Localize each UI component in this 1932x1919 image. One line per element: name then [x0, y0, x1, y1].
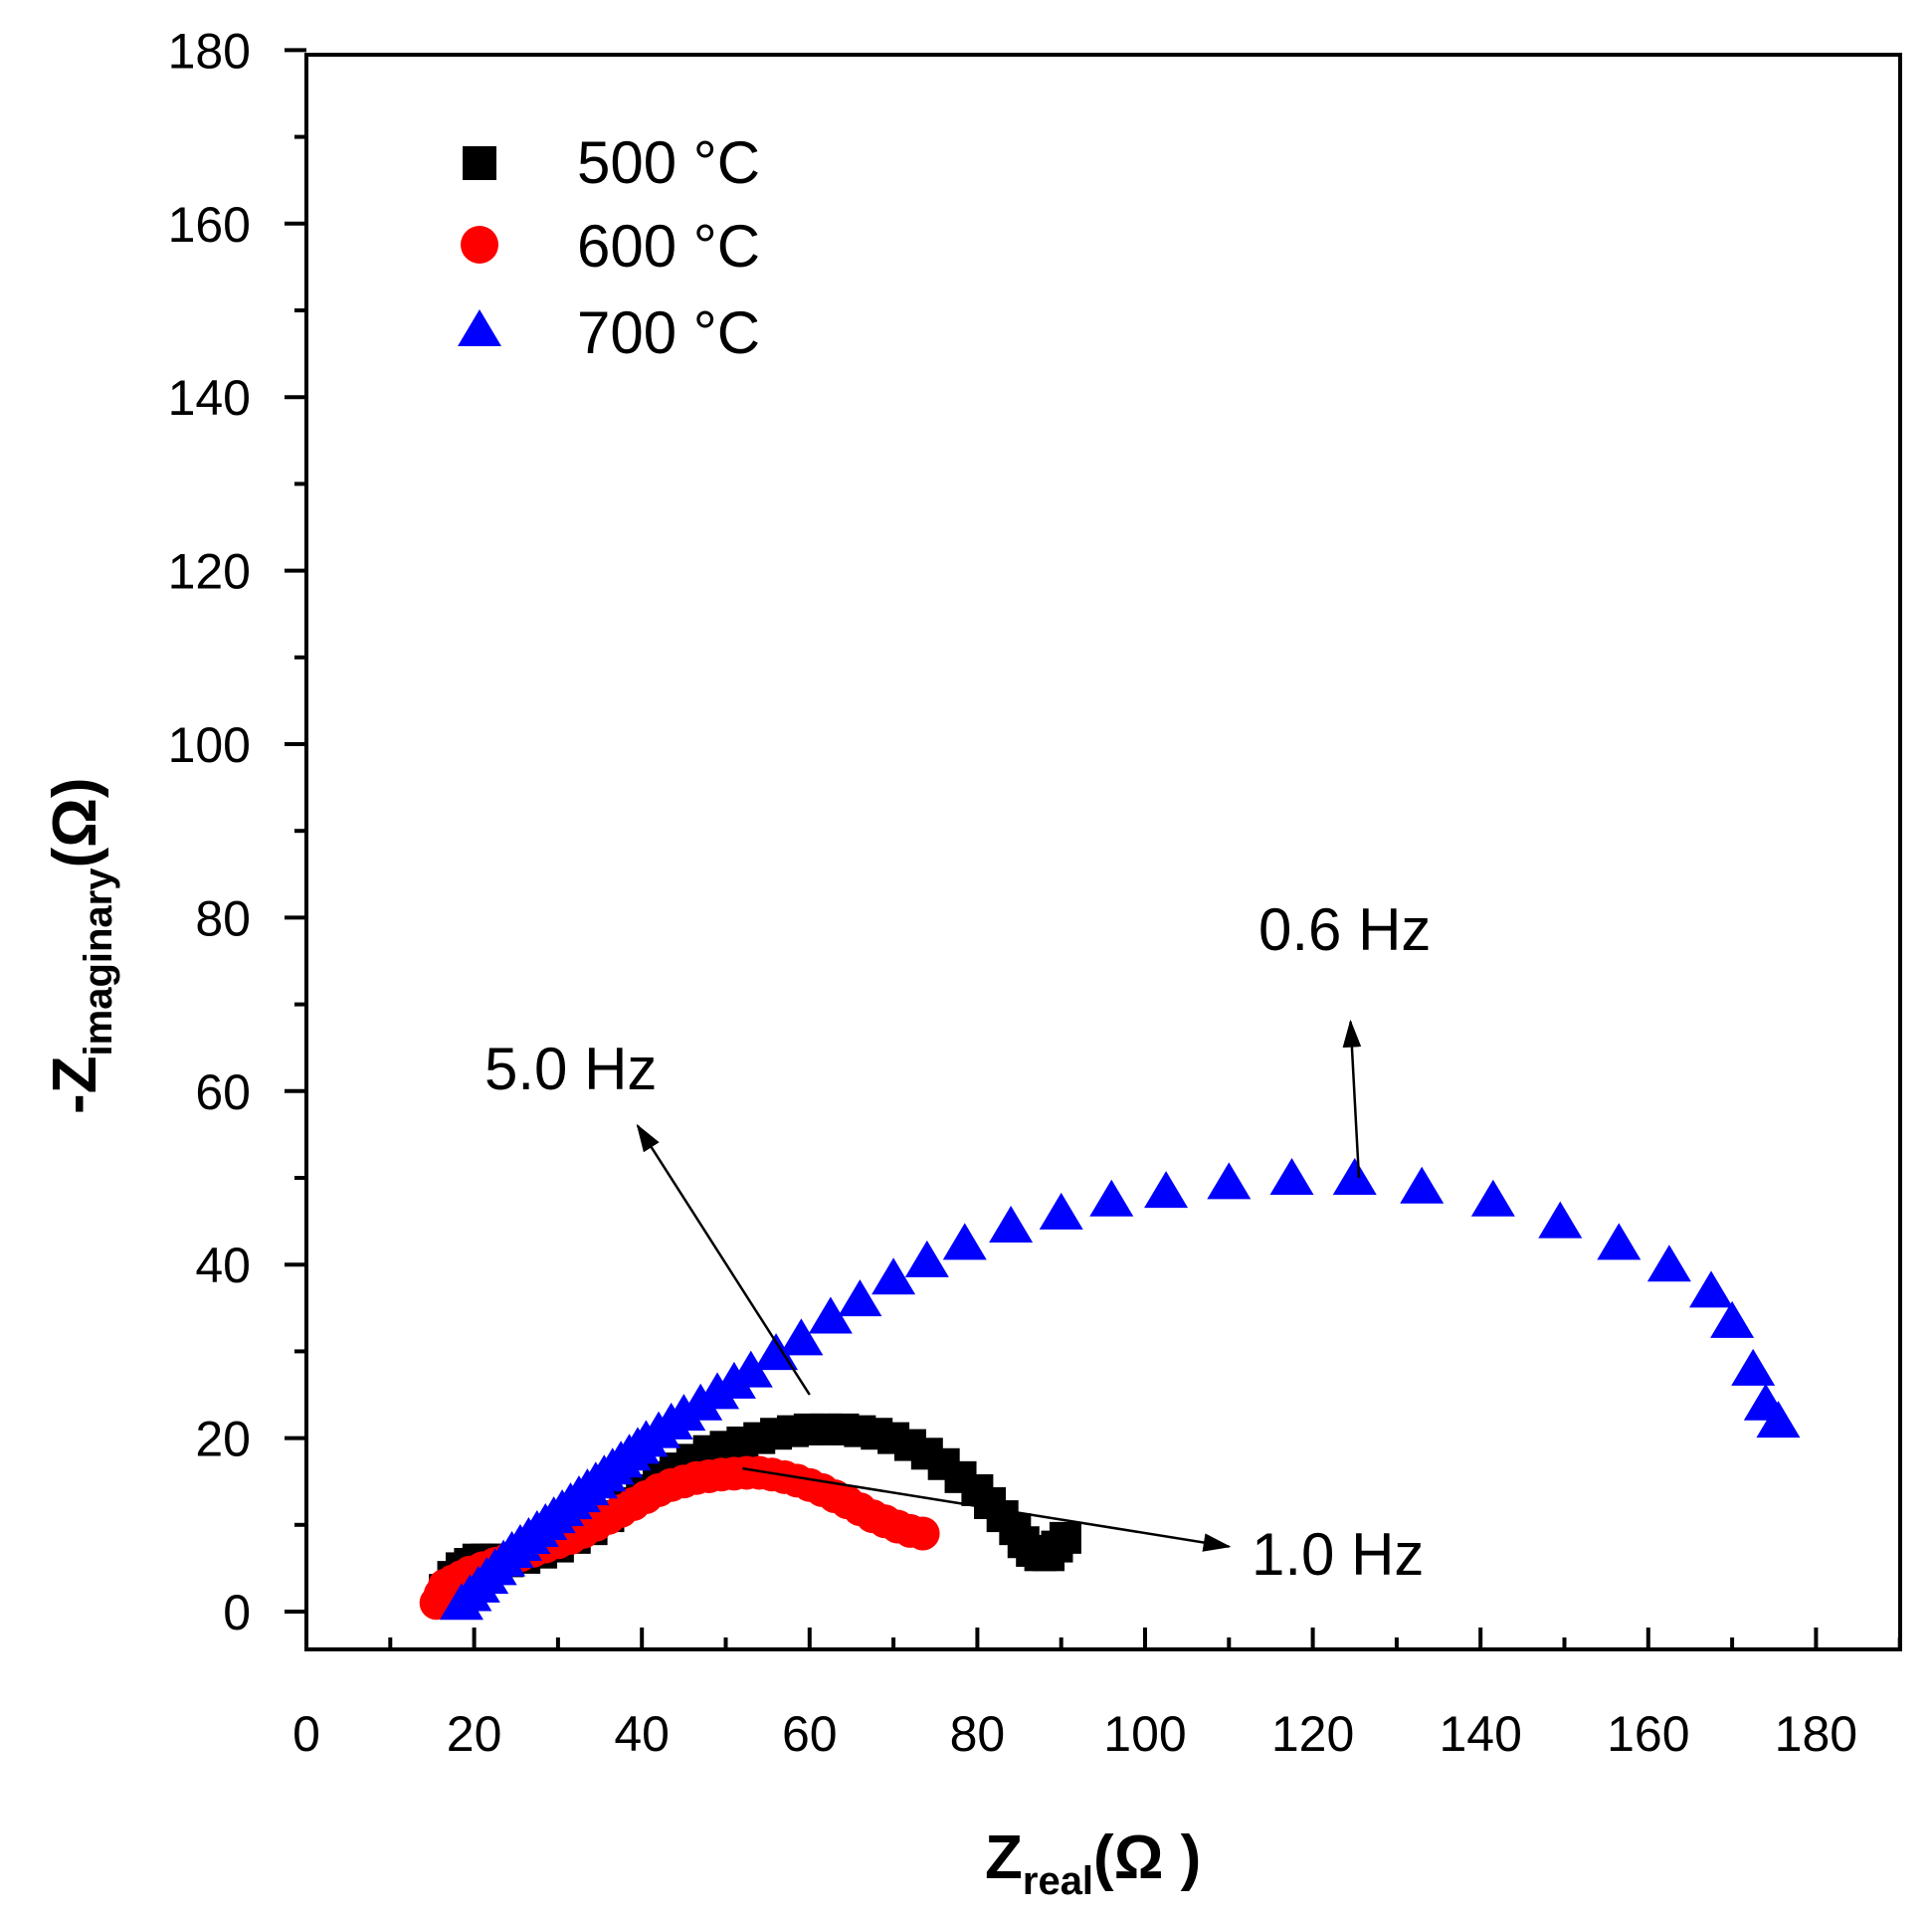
- point-700C: [1538, 1201, 1583, 1239]
- point-700C: [1089, 1179, 1134, 1217]
- point-700C: [989, 1205, 1034, 1243]
- series-triangle: [439, 1158, 1801, 1621]
- point-700C: [728, 1350, 773, 1388]
- y-tick-label: 140: [168, 370, 251, 426]
- legend-label-500: 500 °C: [577, 129, 760, 196]
- x-tick-label: 120: [1271, 1706, 1354, 1762]
- point-700C: [779, 1318, 824, 1356]
- y-tick-label: 100: [168, 717, 251, 773]
- point-700C: [1689, 1270, 1734, 1308]
- annotation-label: 5.0 Hz: [484, 1036, 657, 1102]
- point-700C: [1269, 1158, 1314, 1195]
- annotation-arrow: [1342, 1019, 1362, 1179]
- x-tick-label: 20: [447, 1706, 502, 1762]
- x-tick-label: 140: [1439, 1706, 1521, 1762]
- point-700C: [1207, 1162, 1252, 1200]
- annotation-label: 1.0 Hz: [1252, 1521, 1424, 1588]
- plot-frame: [304, 53, 1902, 1651]
- annotation-label: 0.6 Hz: [1258, 896, 1431, 963]
- annotations: 0.6 Hz 5.0 Hz 1.0 Hz: [484, 896, 1431, 1588]
- y-axis-title: -Zimaginary(Ω): [41, 777, 120, 1114]
- annotation-0: 0.6 Hz: [1258, 896, 1431, 1179]
- series-square: [429, 1413, 1081, 1607]
- point-700C: [1144, 1171, 1189, 1209]
- x-tick-label: 100: [1103, 1706, 1186, 1762]
- point-700C: [1731, 1348, 1776, 1386]
- data-series: [419, 1158, 1801, 1621]
- point-700C: [1710, 1300, 1755, 1338]
- x-tick-label: 160: [1607, 1706, 1689, 1762]
- legend-item-500: 500 °C: [463, 129, 760, 196]
- x-tick-label: 0: [292, 1706, 320, 1762]
- point-700C: [1597, 1223, 1642, 1260]
- y-tick-label: 40: [195, 1238, 251, 1293]
- point-700C: [808, 1296, 853, 1334]
- y-tick-label: 20: [195, 1412, 251, 1467]
- point-700C: [1332, 1158, 1377, 1195]
- legend-marker-circle: [461, 226, 498, 264]
- series-circle: [419, 1455, 940, 1621]
- annotation-2: 1.0 Hz: [742, 1466, 1424, 1588]
- legend-label-600: 600 °C: [577, 213, 760, 280]
- x-tick-label: 40: [614, 1706, 670, 1762]
- annotation-arrow: [742, 1466, 1232, 1552]
- y-tick-label: 80: [195, 890, 251, 946]
- legend-item-600: 600 °C: [461, 213, 760, 280]
- point-700C: [904, 1240, 949, 1277]
- y-tick-label: 0: [223, 1585, 251, 1640]
- y-tick-label: 160: [168, 197, 251, 253]
- y-tick-label: 60: [195, 1064, 251, 1120]
- legend-item-700: 700 °C: [458, 299, 760, 366]
- y-tick-label: 180: [168, 23, 251, 79]
- legend: 500 °C 600 °C 700 °C: [458, 129, 760, 366]
- point-700C: [1470, 1179, 1515, 1217]
- point-700C: [942, 1223, 987, 1260]
- annotation-arrow: [636, 1123, 811, 1396]
- point-600C: [905, 1516, 940, 1551]
- point-700C: [1646, 1245, 1691, 1282]
- x-tick-label: 180: [1775, 1706, 1857, 1762]
- legend-marker-triangle: [458, 309, 501, 346]
- point-700C: [1756, 1401, 1801, 1439]
- legend-marker-square: [463, 146, 496, 180]
- x-tick-label: 80: [950, 1706, 1006, 1762]
- x-axis-title: Zreal(Ω ): [985, 1823, 1201, 1903]
- point-700C: [871, 1257, 916, 1295]
- point-700C: [1039, 1192, 1083, 1230]
- axis-ticks: [285, 48, 1902, 1649]
- x-tick-label: 60: [782, 1706, 838, 1762]
- y-tick-label: 120: [168, 544, 251, 600]
- annotation-1: 5.0 Hz: [484, 1036, 811, 1396]
- point-700C: [1400, 1166, 1445, 1204]
- point-500C: [1049, 1521, 1081, 1554]
- tick-labels: 0 20 40 60 80 100 120 140 160 180 0 20 40 60 80 100 120 1…: [168, 23, 1858, 1762]
- legend-label-700: 700 °C: [577, 299, 760, 366]
- point-700C: [838, 1279, 882, 1317]
